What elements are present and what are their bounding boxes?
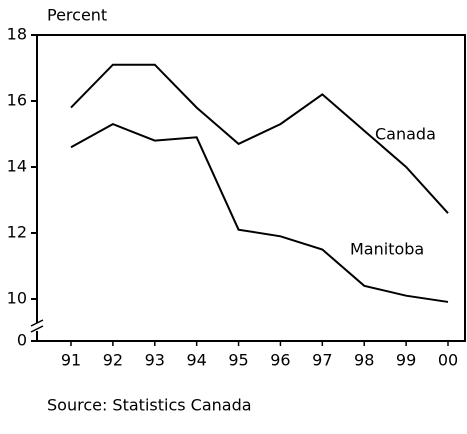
y-tick-label: 12 xyxy=(7,223,27,242)
axis-break-mark xyxy=(30,319,44,327)
x-tick-label: 00 xyxy=(438,351,458,370)
source-note: Source: Statistics Canada xyxy=(47,396,252,415)
x-tick-label: 92 xyxy=(103,351,123,370)
x-tick-label: 99 xyxy=(396,351,416,370)
y-tick-label: 16 xyxy=(7,91,27,110)
axis-break-gap xyxy=(33,323,41,331)
series-line xyxy=(70,122,449,303)
y-tick-label: 14 xyxy=(7,157,27,176)
y-tick-label: 18 xyxy=(7,25,27,44)
series-label: Canada xyxy=(375,125,436,144)
x-tick-label: 91 xyxy=(61,351,81,370)
x-tick-label: 97 xyxy=(312,351,332,370)
plot-frame xyxy=(36,34,466,342)
series-line xyxy=(70,63,449,214)
x-tick-label: 96 xyxy=(270,351,290,370)
x-tick-label: 98 xyxy=(354,351,374,370)
y-tick-label: 10 xyxy=(7,289,27,308)
y-tick-label: 0 xyxy=(17,331,27,350)
x-tick-label: 95 xyxy=(228,351,248,370)
series-label: Manitoba xyxy=(350,240,424,259)
x-tick-label: 94 xyxy=(186,351,206,370)
x-tick-label: 93 xyxy=(145,351,165,370)
y-axis-label: Percent xyxy=(47,6,107,25)
axis-break-mark xyxy=(30,325,44,333)
